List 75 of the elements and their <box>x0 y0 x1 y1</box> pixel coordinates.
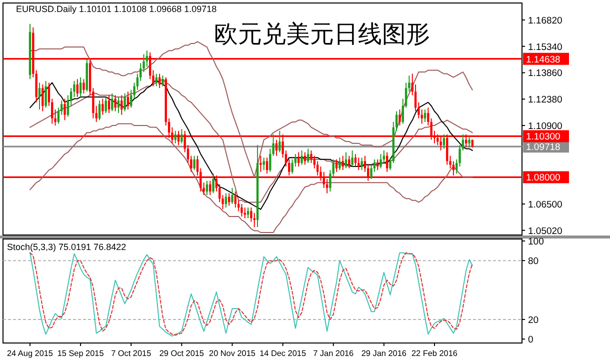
candlestick <box>104 96 107 114</box>
candlestick <box>44 80 47 108</box>
y-tick-label: 0 <box>528 334 534 346</box>
candlestick <box>111 92 114 112</box>
annotation: EURUSD.Daily 1.10101 1.10108 1.09668 1.09718 <box>16 4 217 14</box>
candlestick <box>266 157 268 174</box>
candlestick <box>98 100 101 121</box>
candlestick <box>300 150 303 166</box>
x-tick-label: 7 Jan 2016 <box>313 349 354 358</box>
x-tick-label: 14 Dec 2015 <box>260 349 306 358</box>
candlestick <box>38 82 41 110</box>
candlestick <box>162 75 164 87</box>
y-tick-label: 80 <box>528 256 539 268</box>
candlestick <box>298 152 300 168</box>
candlestick <box>351 150 354 168</box>
candlestick <box>231 187 234 204</box>
candlestick <box>212 173 214 194</box>
y-tick-label: 20 <box>528 314 539 326</box>
candlestick <box>278 130 281 153</box>
candlestick <box>64 98 66 121</box>
y-tick-label: 1.05020 <box>528 226 562 237</box>
line-series <box>30 123 473 233</box>
candlestick <box>130 89 132 108</box>
candlestick <box>76 78 78 98</box>
candlestick <box>102 98 104 116</box>
candlestick <box>234 190 236 208</box>
x-tick-label: 29 Jan 2016 <box>361 349 407 358</box>
candlestick <box>180 128 183 144</box>
candlestick <box>376 158 379 171</box>
candlestick <box>398 108 401 126</box>
x-tick-label: 20 Nov 2015 <box>209 349 256 358</box>
y-tick-label: 1.15340 <box>528 42 562 53</box>
candlestick <box>358 157 360 171</box>
candlestick <box>386 152 388 172</box>
ref-line-label: 1.09718 <box>526 142 560 154</box>
candlestick <box>354 154 357 168</box>
candlestick <box>380 154 382 169</box>
candlestick <box>246 207 250 219</box>
candlestick <box>79 76 82 98</box>
y-tick-label: 1.13860 <box>528 68 562 80</box>
candlestick <box>82 78 85 94</box>
x-tick-label: 15 Sep 2015 <box>57 349 104 358</box>
ref-line-label: 1.14638 <box>526 54 560 66</box>
y-tick-label: 1.16820 <box>528 15 562 26</box>
x-tick-label: 29 Oct 2015 <box>159 349 204 358</box>
x-tick-label: 22 Feb 2016 <box>411 349 458 358</box>
ref-line-label: 1.10300 <box>526 132 560 143</box>
x-tick-label: 24 Aug 2015 <box>7 349 54 358</box>
chart-title: Stoch(5,3,3) 75.0191 76.8422 <box>7 242 126 252</box>
candlestick <box>424 108 426 122</box>
candlestick <box>260 155 262 172</box>
candlestick <box>342 155 344 171</box>
candlestick <box>240 203 243 217</box>
candlestick <box>174 130 176 144</box>
y-tick-label: 1.06500 <box>528 199 562 210</box>
y-tick-label: 100 <box>528 236 544 248</box>
candlestick <box>120 94 123 116</box>
candlestick <box>335 158 338 172</box>
candlestick <box>124 92 126 112</box>
candlestick <box>114 94 116 112</box>
y-tick-label: 1.12380 <box>528 94 562 106</box>
text: 欧元兑美元日线图形 <box>214 21 430 48</box>
candlestick <box>42 84 44 112</box>
candlestick <box>253 212 256 228</box>
candlestick <box>360 157 363 171</box>
y-tick-label: 1.10900 <box>528 121 562 132</box>
candlestick <box>338 157 341 171</box>
candlestick <box>348 155 350 169</box>
candlestick <box>468 136 470 148</box>
candlestick <box>126 91 130 110</box>
ref-line-label: 1.08000 <box>526 172 560 184</box>
candlestick <box>108 94 110 114</box>
x-tick-label: 7 Oct 2015 <box>111 349 152 358</box>
candlestick <box>262 157 265 171</box>
candlestick <box>193 155 196 171</box>
